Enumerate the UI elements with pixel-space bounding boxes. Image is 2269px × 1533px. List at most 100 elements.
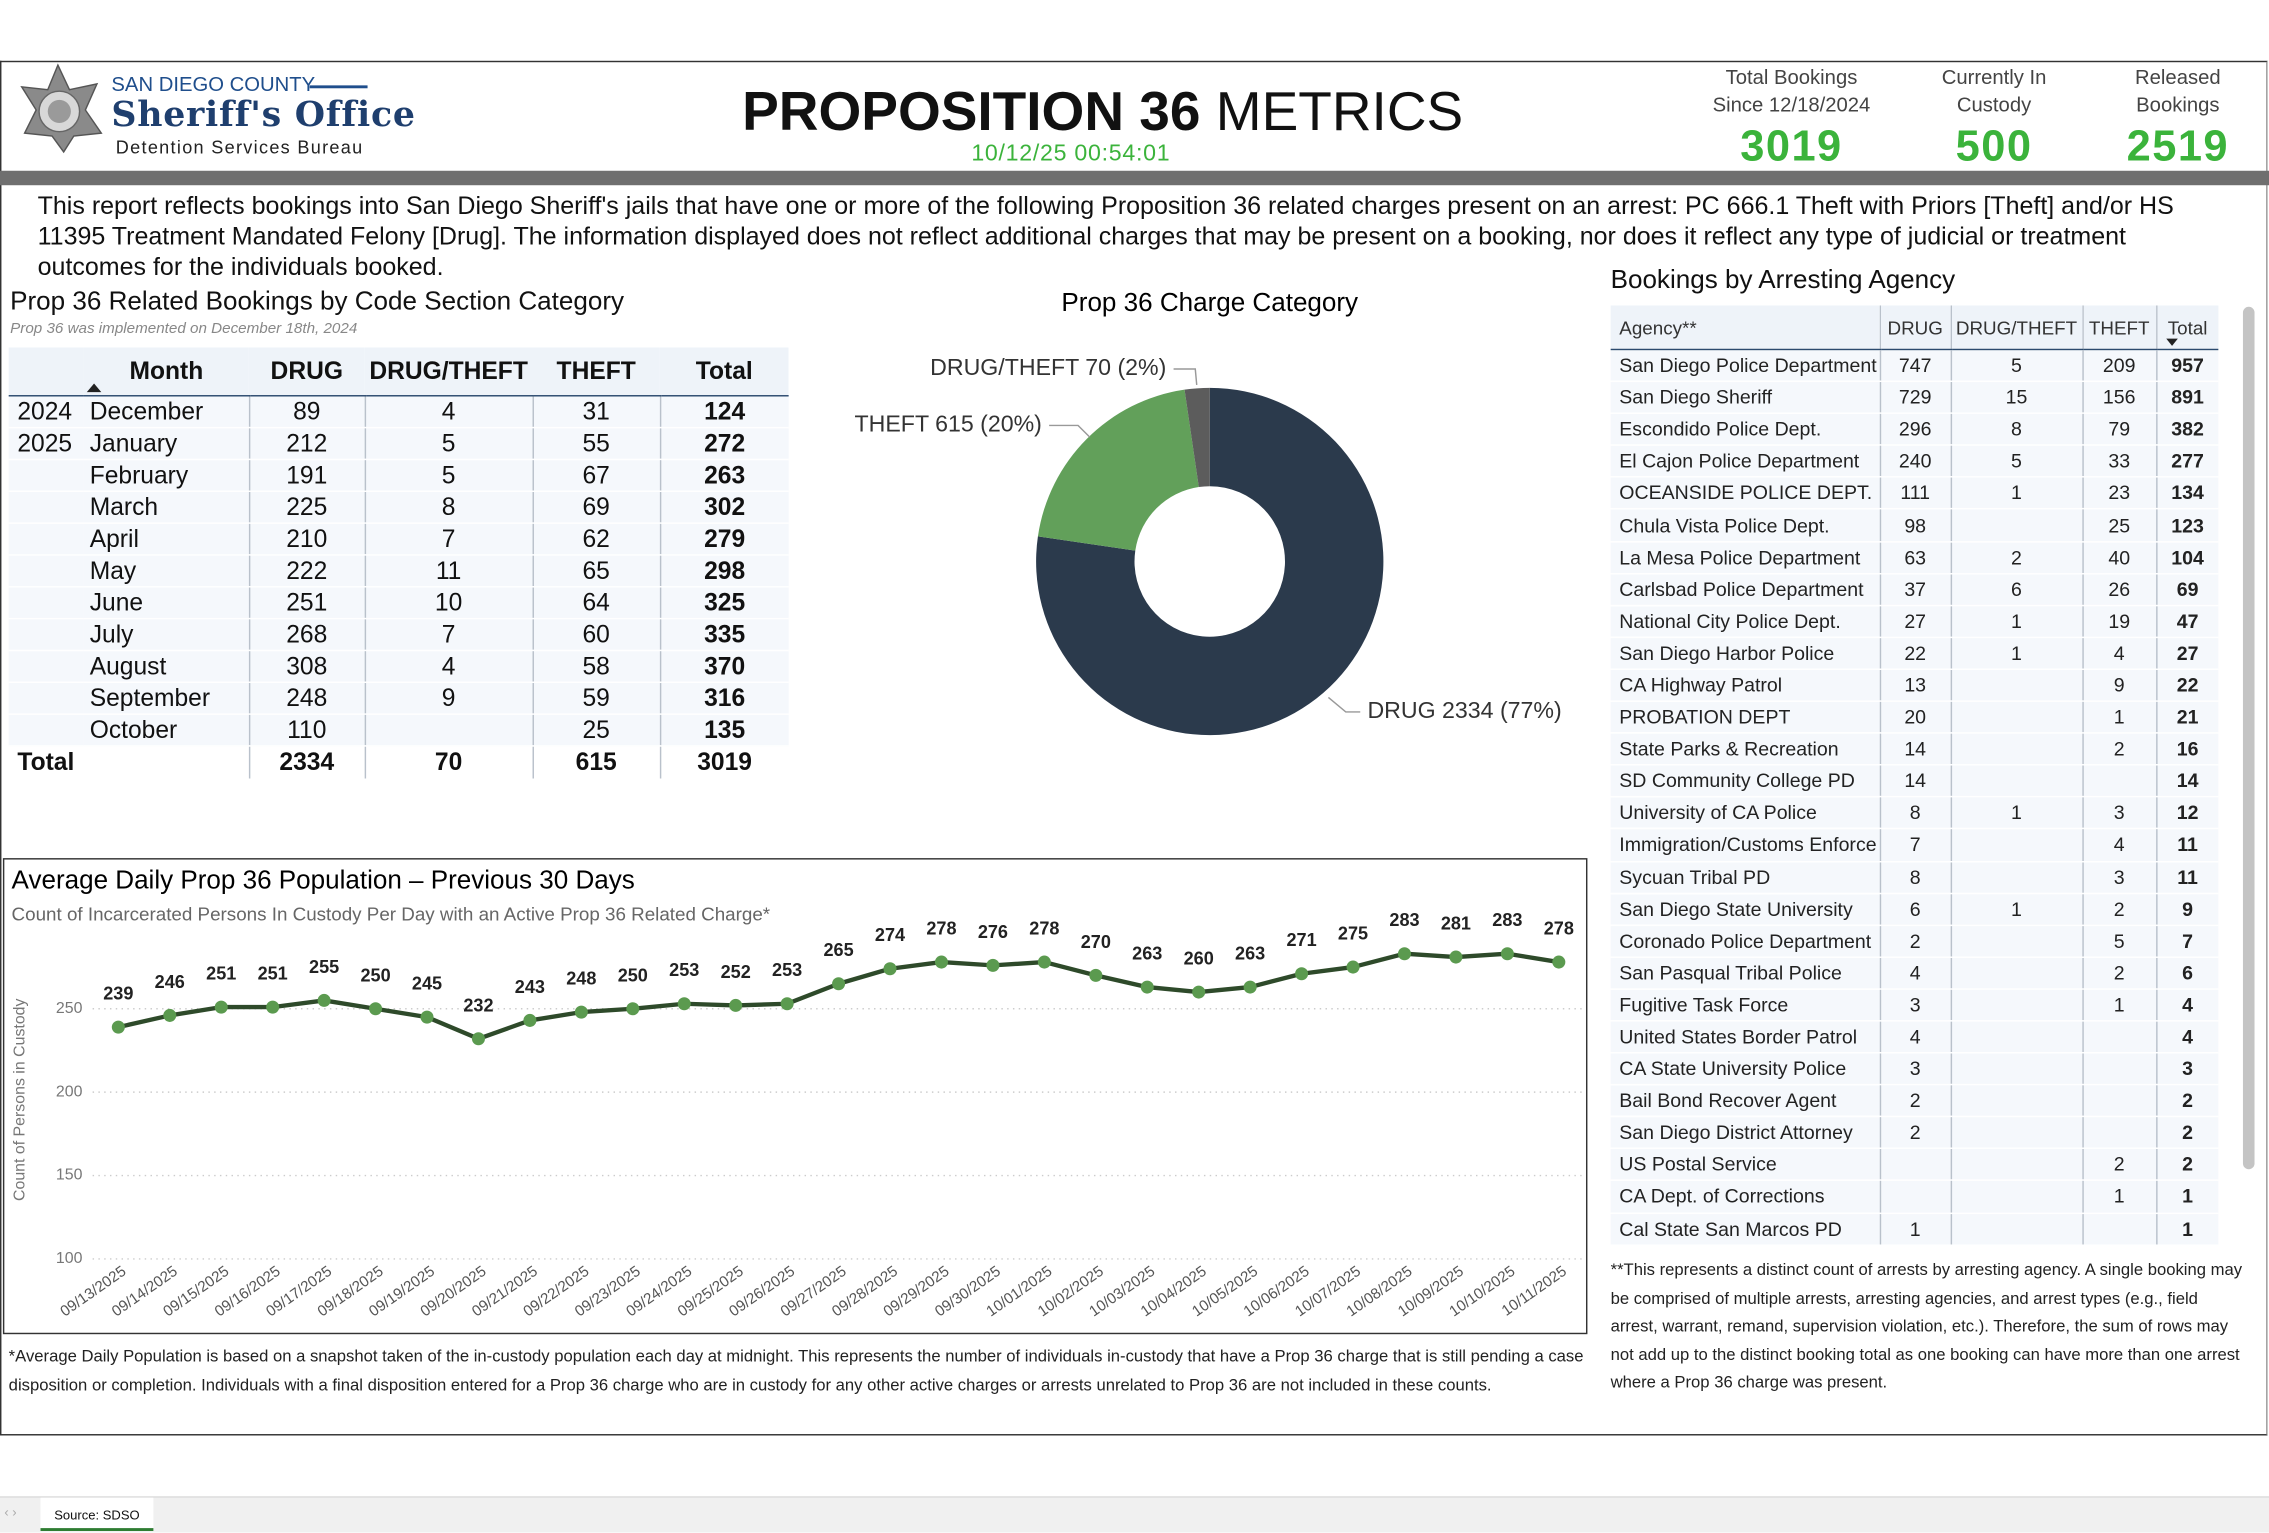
table-cell: 1 bbox=[1949, 605, 2083, 638]
table-cell: 9 bbox=[2081, 669, 2157, 702]
table-row: Chula Vista Police Dept. 98 25 123 bbox=[1610, 509, 2219, 543]
table-row: PROBATION DEPT 20 1 21 bbox=[1610, 701, 2219, 734]
y-tick-label: 250 bbox=[56, 1000, 83, 1017]
table-cell: 40 bbox=[2081, 541, 2157, 574]
table-cell: 3 bbox=[2081, 861, 2157, 894]
table-cell: La Mesa Police Department bbox=[1610, 541, 1880, 574]
table-cell: 156 bbox=[2081, 381, 2157, 415]
table-cell: 3 bbox=[1879, 988, 1951, 1022]
header-cell: Month bbox=[83, 347, 249, 397]
table-row: 2024 December 89 4 31 124 bbox=[8, 395, 789, 429]
table-cell: October bbox=[83, 714, 249, 747]
table-cell: March bbox=[83, 491, 249, 524]
data-label: 253 bbox=[669, 960, 699, 980]
table-cell: Fugitive Task Force bbox=[1610, 988, 1880, 1022]
tab-arrows[interactable]: ‹ › bbox=[4, 1504, 17, 1520]
table-cell: June bbox=[83, 586, 249, 620]
table-row: San Diego Sheriff 729 15 156 891 bbox=[1610, 381, 2219, 415]
data-label: 250 bbox=[360, 965, 390, 985]
marker bbox=[986, 958, 1000, 972]
table-cell: 298 bbox=[659, 554, 789, 588]
table-cell bbox=[1949, 1116, 2083, 1150]
table-cell: 4 bbox=[2155, 1020, 2219, 1054]
table-row: El Cajon Police Department 240 5 33 277 bbox=[1610, 445, 2219, 479]
table-cell bbox=[1949, 1212, 2083, 1246]
sheet-tab[interactable]: Source: SDSO bbox=[40, 1497, 154, 1532]
scrollbar[interactable] bbox=[2242, 306, 2255, 1170]
marker bbox=[729, 998, 743, 1012]
table-cell bbox=[8, 618, 84, 652]
table-cell: 2 bbox=[2081, 956, 2157, 990]
table-cell bbox=[1949, 733, 2083, 766]
agency-table-wrap[interactable]: Agency** DRUG DRUG/THEFT THEFT Total San Dieg… bbox=[1610, 305, 2240, 1248]
marker bbox=[420, 1010, 434, 1024]
table-row: CA Dept. of Corrections 1 1 bbox=[1610, 1180, 2219, 1214]
table-row: Carlsbad Police Department 37 6 26 69 bbox=[1610, 573, 2219, 606]
table-cell: 222 bbox=[248, 554, 365, 588]
table-cell: 98 bbox=[1879, 509, 1951, 543]
agency-bureau: Detention Services Bureau bbox=[115, 137, 364, 158]
table-cell: 4 bbox=[363, 650, 533, 684]
marker bbox=[1449, 950, 1463, 964]
data-label: 278 bbox=[926, 919, 956, 939]
table-cell: 2 bbox=[2155, 1148, 2219, 1182]
table-cell: 15 bbox=[1949, 381, 2083, 415]
total-label: Total bbox=[8, 745, 249, 780]
table-cell bbox=[1949, 509, 2083, 543]
data-label: 251 bbox=[206, 964, 236, 984]
table-cell: Cal State San Marcos PD bbox=[1610, 1212, 1880, 1246]
table-cell: 2 bbox=[2081, 733, 2157, 766]
table-cell: 23 bbox=[2081, 477, 2157, 511]
table-cell: 37 bbox=[1879, 573, 1951, 606]
data-label: 281 bbox=[1441, 914, 1471, 934]
total-cell: 3019 bbox=[659, 745, 789, 780]
title-bold: PROPOSITION 36 bbox=[742, 82, 1201, 144]
table-cell bbox=[1949, 829, 2083, 862]
table-cell: 59 bbox=[531, 682, 660, 715]
table-cell: 19 bbox=[2081, 605, 2157, 638]
table-cell: 6 bbox=[2155, 956, 2219, 990]
table-cell: 3 bbox=[2081, 797, 2157, 830]
kpi: Currently In Custody 500 bbox=[1922, 64, 2067, 174]
marker bbox=[163, 1008, 177, 1022]
table-row: National City Police Dept. 27 1 19 47 bbox=[1610, 605, 2219, 638]
table-cell: 6 bbox=[1879, 892, 1951, 926]
table-cell: 22 bbox=[2155, 669, 2219, 702]
table-cell: 957 bbox=[2155, 349, 2219, 383]
data-label: 271 bbox=[1287, 930, 1317, 950]
table-cell: 1 bbox=[2081, 701, 2157, 734]
table-cell: 8 bbox=[363, 491, 533, 524]
table-cell: 79 bbox=[2081, 413, 2157, 447]
pie-slice bbox=[1036, 387, 1384, 736]
table-cell: 251 bbox=[248, 586, 365, 620]
table-cell: 2 bbox=[1879, 1116, 1951, 1150]
table-cell: 3 bbox=[1879, 1052, 1951, 1086]
table-cell: 1 bbox=[2081, 1180, 2157, 1214]
header-cell: THEFT bbox=[532, 347, 660, 397]
table-row: US Postal Service 2 2 bbox=[1610, 1148, 2219, 1182]
table-cell bbox=[1949, 1180, 2083, 1214]
table-cell: San Diego State University bbox=[1610, 892, 1880, 926]
table-cell: El Cajon Police Department bbox=[1610, 445, 1880, 479]
kpi-value: 3019 bbox=[1740, 123, 1843, 171]
data-label: 253 bbox=[772, 960, 802, 980]
table-cell: 7 bbox=[1879, 829, 1951, 862]
table-cell: 4 bbox=[363, 395, 533, 429]
table-cell bbox=[1949, 956, 2083, 990]
table-row: CA State University Police 3 3 bbox=[1610, 1052, 2219, 1086]
table-cell: 21 bbox=[2155, 701, 2219, 734]
table-row: March 225 8 69 302 bbox=[8, 491, 789, 524]
table-cell: 4 bbox=[1879, 1020, 1951, 1054]
table-cell: Immigration/Customs Enforce bbox=[1610, 829, 1880, 862]
marker bbox=[574, 1005, 588, 1019]
table-cell: 11 bbox=[2155, 861, 2219, 894]
table-cell: 9 bbox=[363, 682, 533, 715]
table-cell bbox=[1949, 701, 2083, 734]
header-row: Month DRUG DRUG/THEFT THEFT Total bbox=[8, 347, 789, 397]
marker bbox=[934, 955, 948, 969]
table-cell: 4 bbox=[2155, 988, 2219, 1022]
table-cell: 5 bbox=[1949, 445, 2083, 479]
table-cell: 308 bbox=[248, 650, 365, 684]
table-cell: Coronado Police Department bbox=[1610, 924, 1880, 958]
